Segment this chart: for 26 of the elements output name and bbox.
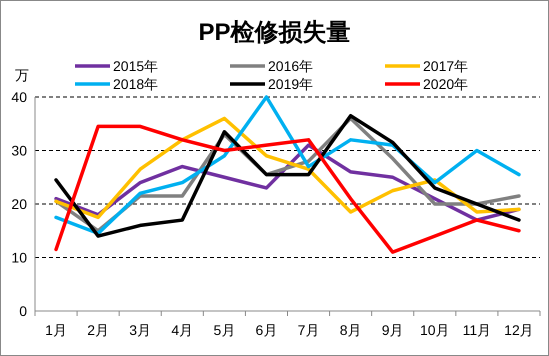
y-tick-label: 40 <box>11 89 28 105</box>
y-tick-label: 0 <box>19 303 28 319</box>
legend-label: 2020年 <box>423 76 468 92</box>
legend-label: 2015年 <box>113 58 158 74</box>
x-tick-label: 11月 <box>462 322 492 338</box>
x-tick-label: 6月 <box>256 322 278 338</box>
x-tick-label: 5月 <box>213 322 236 338</box>
x-tick-label: 4月 <box>171 322 194 338</box>
x-tick-label: 2月 <box>87 322 110 338</box>
x-tick-label: 9月 <box>382 322 404 338</box>
legend-label: 2018年 <box>113 76 158 92</box>
legend-label: 2016年 <box>268 58 314 74</box>
line-series <box>54 124 521 254</box>
y-axis-title: 万 <box>15 67 29 83</box>
legend-label: 2017年 <box>423 58 468 74</box>
x-tick-label: 1月 <box>45 322 67 338</box>
y-tick-label: 10 <box>11 250 28 266</box>
x-tick-label: 3月 <box>129 322 152 338</box>
legend-label: 2019年 <box>268 76 314 92</box>
y-tick-label: 30 <box>11 142 28 158</box>
x-tick-label: 10月 <box>420 322 450 338</box>
x-tick-label: 8月 <box>340 322 362 338</box>
x-tick-label: 7月 <box>298 322 320 338</box>
y-tick-label: 20 <box>11 196 28 212</box>
x-tick-label: 12月 <box>504 322 534 338</box>
chart-title: PP检修损失量 <box>198 19 351 46</box>
